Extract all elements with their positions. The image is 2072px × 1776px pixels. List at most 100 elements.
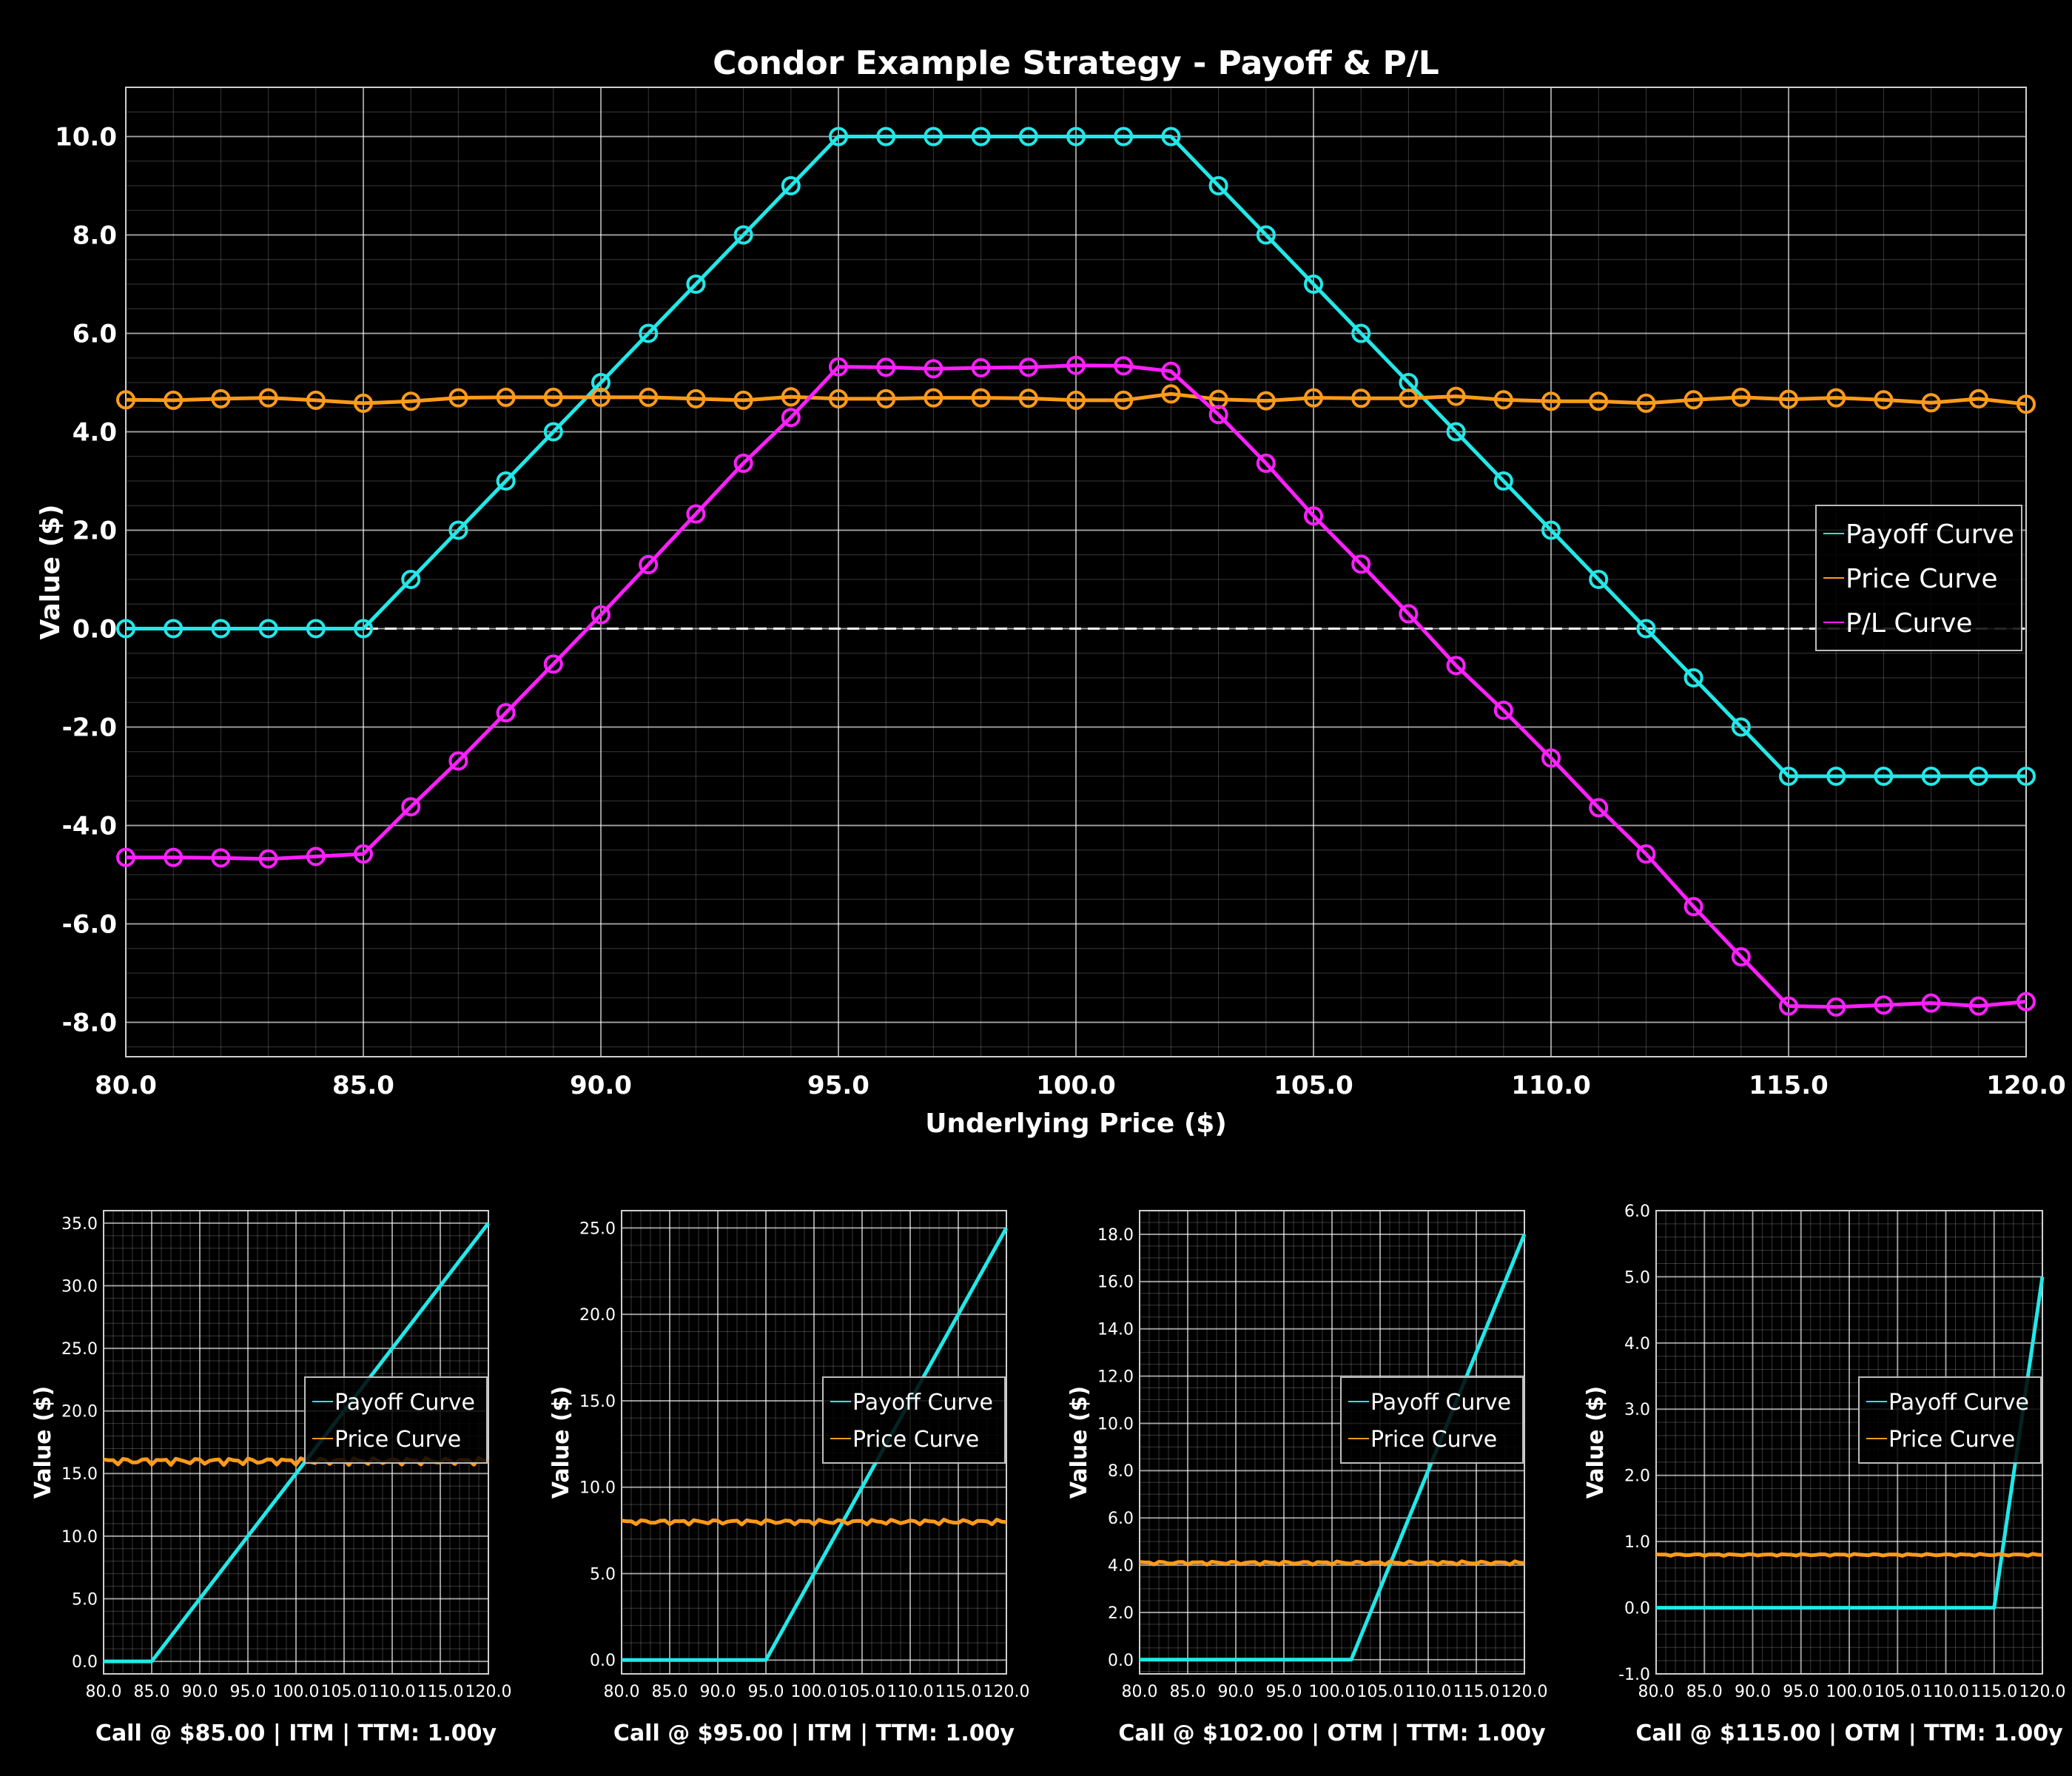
data-point [496, 471, 516, 491]
legend-label: Price Curve [852, 1427, 979, 1453]
data-point [971, 127, 991, 147]
data-point [1826, 766, 1846, 786]
data-point [1161, 384, 1181, 404]
series-price-curve [621, 1518, 1007, 1527]
data-point [1493, 390, 1513, 410]
data-point [1208, 405, 1228, 425]
y-tick-label: -1.0 [1618, 1666, 1650, 1684]
x-tick-label: 100.0 [1036, 1071, 1116, 1100]
data-point [1114, 356, 1134, 376]
x-tick-label: 90.0 [700, 1683, 736, 1701]
y-tick-label: 30.0 [61, 1277, 98, 1296]
chart-sub2: 80.0 85.0 90.0 95.0 100.0 105.0 110.0 115.0 120.… [548, 1210, 1029, 1746]
series-price-curve [116, 384, 2036, 414]
data-point [258, 388, 278, 408]
data-point [306, 619, 326, 639]
data-point [354, 844, 373, 864]
x-tick-label: 115.0 [1453, 1683, 1500, 1701]
series-line [1655, 1552, 2043, 1558]
data-point [781, 408, 801, 428]
y-tick-label: 0.0 [1624, 1599, 1650, 1618]
y-tick-label: 2.0 [73, 517, 117, 546]
x-tick-label: 120.0 [1986, 1071, 2066, 1100]
data-point [686, 274, 706, 294]
data-point [591, 387, 610, 407]
series-payoff-curve [622, 1227, 1009, 1662]
x-tick-label: 85.0 [1170, 1683, 1206, 1701]
y-tick-label: 20.0 [61, 1403, 98, 1422]
data-point [1208, 175, 1228, 195]
y-tick-label: 5.0 [72, 1590, 98, 1609]
data-point [1589, 798, 1609, 818]
x-tick-label: 85.0 [652, 1683, 688, 1701]
data-point [639, 323, 659, 343]
data-point [1018, 127, 1038, 147]
legend-box [1815, 505, 2022, 651]
series-line [1140, 1233, 1527, 1662]
y-tick-label: 15.0 [579, 1393, 616, 1411]
data-point [686, 504, 706, 524]
y-tick-label: -2.0 [62, 713, 117, 743]
series-line [104, 1222, 490, 1664]
y-tick-label: 0.0 [590, 1652, 616, 1670]
y-tick-label: 5.0 [1624, 1268, 1650, 1287]
data-point [2016, 766, 2036, 786]
data-point [543, 422, 563, 442]
legend: Payoff Curve Price Curve P/L Curve [1815, 505, 2022, 651]
data-point [639, 387, 659, 407]
y-tick-label: 14.0 [1097, 1321, 1134, 1339]
y-tick-label: 15.0 [61, 1465, 98, 1484]
data-point [1968, 766, 1988, 786]
series-line [622, 1227, 1009, 1662]
data-point [876, 357, 896, 377]
x-tick-label: 90.0 [570, 1071, 632, 1100]
series-line [125, 391, 2027, 406]
y-axis-label: Value ($) [1583, 1386, 1609, 1499]
data-point [733, 225, 753, 245]
x-tick-label: 100.0 [791, 1683, 838, 1701]
data-point [1018, 357, 1038, 377]
legend-label: Payoff Curve [334, 1390, 475, 1416]
data-point [686, 388, 706, 408]
data-point [1304, 274, 1323, 294]
data-point [1968, 388, 1988, 408]
chart-sub1: 80.0 85.0 90.0 95.0 100.0 105.0 110.0 115.0 120.… [30, 1210, 511, 1746]
data-point [211, 388, 231, 408]
x-tick-label: 80.0 [1638, 1683, 1675, 1701]
data-point [1446, 422, 1466, 442]
x-tick-label: 80.0 [604, 1683, 640, 1701]
data-point [1589, 569, 1609, 589]
legend-box [1340, 1376, 1524, 1464]
data-point [1779, 389, 1798, 409]
y-tick-label: 2.0 [1624, 1467, 1650, 1486]
data-point [448, 520, 468, 540]
y-tick-label: 25.0 [579, 1220, 616, 1238]
data-point [2016, 394, 2036, 414]
data-point [164, 847, 184, 867]
x-tick-label: 120.0 [1501, 1683, 1548, 1701]
y-tick-label: 1.0 [1624, 1533, 1650, 1552]
legend: Payoff Curve Price Curve [1340, 1376, 1524, 1464]
data-point [924, 388, 944, 408]
legend-label: Payoff Curve [852, 1390, 993, 1416]
x-tick-label: 95.0 [230, 1683, 266, 1701]
data-point [1114, 390, 1134, 410]
data-point [1684, 897, 1703, 917]
data-point [829, 357, 848, 377]
data-point [1066, 355, 1086, 375]
x-tick-label: 110.0 [369, 1683, 416, 1701]
legend-box [822, 1376, 1006, 1464]
y-tick-label: 6.0 [73, 320, 117, 349]
data-point [1493, 700, 1513, 720]
x-tick-label: 85.0 [1686, 1683, 1723, 1701]
series-line [126, 135, 2026, 778]
y-tick-label: 3.0 [1624, 1401, 1650, 1419]
legend-label: P/L Curve [1846, 608, 1973, 639]
data-point [1826, 388, 1846, 408]
data-point [1826, 997, 1846, 1017]
data-point [1636, 393, 1656, 413]
x-tick-label: 95.0 [807, 1071, 870, 1100]
y-axis-label: Value ($) [1066, 1386, 1092, 1499]
data-point [1921, 393, 1941, 413]
x-tick-label: 95.0 [1783, 1683, 1819, 1701]
